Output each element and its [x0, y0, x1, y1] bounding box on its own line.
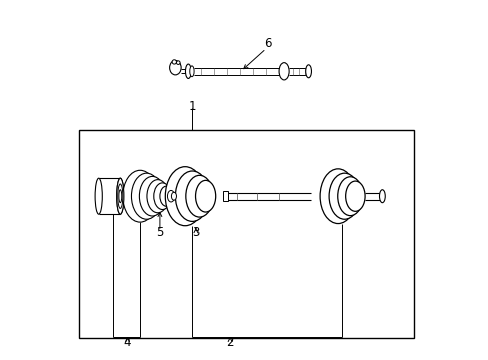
Ellipse shape [175, 171, 209, 221]
Ellipse shape [279, 63, 288, 80]
Ellipse shape [172, 60, 176, 64]
Text: 5: 5 [156, 226, 163, 239]
Ellipse shape [118, 184, 122, 208]
Ellipse shape [119, 190, 122, 203]
Ellipse shape [171, 192, 176, 200]
Ellipse shape [176, 61, 180, 64]
Ellipse shape [167, 190, 174, 202]
Text: 6: 6 [264, 37, 271, 50]
Text: 3: 3 [192, 226, 199, 239]
Text: 2: 2 [226, 336, 233, 349]
Ellipse shape [117, 178, 123, 214]
Ellipse shape [160, 186, 172, 206]
Ellipse shape [131, 173, 162, 219]
Ellipse shape [185, 64, 191, 78]
Ellipse shape [146, 180, 168, 213]
Ellipse shape [169, 60, 181, 75]
Ellipse shape [320, 169, 355, 224]
Ellipse shape [337, 177, 362, 216]
Ellipse shape [379, 190, 385, 203]
Ellipse shape [139, 176, 165, 216]
Ellipse shape [165, 167, 204, 226]
Ellipse shape [185, 175, 213, 217]
Ellipse shape [345, 181, 365, 211]
Ellipse shape [328, 173, 359, 219]
Ellipse shape [95, 178, 102, 214]
Text: 4: 4 [123, 336, 131, 349]
Ellipse shape [305, 65, 311, 78]
Ellipse shape [189, 66, 194, 77]
Text: 1: 1 [188, 100, 196, 113]
Ellipse shape [153, 183, 171, 210]
Ellipse shape [195, 180, 215, 212]
Bar [79, 130, 413, 338]
Ellipse shape [117, 178, 123, 214]
Bar [222, 191, 228, 201]
Ellipse shape [122, 170, 157, 222]
